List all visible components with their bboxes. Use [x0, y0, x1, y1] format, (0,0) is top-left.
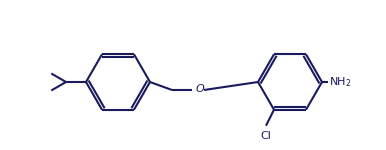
Text: NH$_2$: NH$_2$ [329, 75, 352, 89]
Text: O: O [196, 84, 205, 94]
Text: Cl: Cl [261, 131, 271, 141]
